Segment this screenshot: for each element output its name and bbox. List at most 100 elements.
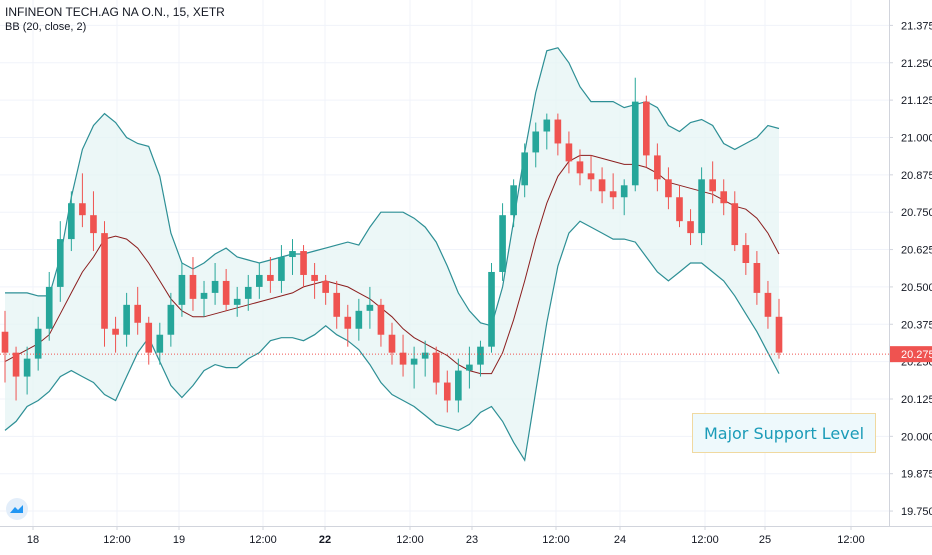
time-axis-label: 12:00 <box>396 534 424 546</box>
candle-body <box>388 334 396 353</box>
candle <box>521 143 529 198</box>
candle-body <box>421 352 429 359</box>
time-axis-label: 12:00 <box>691 534 719 546</box>
candle-body <box>543 119 551 132</box>
candle-body <box>443 382 451 401</box>
candle-body <box>344 316 352 329</box>
candle-body <box>167 304 175 335</box>
candle-body <box>587 173 595 180</box>
candle-body <box>300 251 307 275</box>
candle-body <box>488 271 495 347</box>
major-support-annotation[interactable]: Major Support Level <box>692 413 876 453</box>
candle <box>576 149 584 186</box>
candle-body <box>665 179 672 198</box>
candle <box>355 298 363 341</box>
time-axis[interactable]: 18 12:00 19 12:00 22 12:00 23 12:00 24 12:00 25 12:… <box>27 526 865 546</box>
candle <box>267 257 274 293</box>
candle <box>709 161 716 204</box>
candle <box>764 280 772 329</box>
candle-body <box>631 101 639 186</box>
candle-body <box>45 286 53 329</box>
candle-body <box>322 280 329 293</box>
candle <box>399 334 407 377</box>
candle <box>101 221 108 347</box>
candle <box>654 143 661 192</box>
candle <box>278 245 285 293</box>
candle-body <box>123 304 130 335</box>
tradingview-logo-icon[interactable] <box>6 498 28 520</box>
candle-body <box>311 274 318 281</box>
candle-body <box>112 328 119 335</box>
time-axis-label: 22 <box>319 534 331 546</box>
bollinger-basis-line <box>4 154 780 375</box>
candle-body <box>742 245 750 263</box>
candle <box>123 292 130 347</box>
candle <box>488 263 495 353</box>
candle <box>377 298 385 347</box>
price-axis-label: 20.000 <box>901 431 932 443</box>
last-price-tag-background <box>890 346 932 363</box>
time-axis-label: 19 <box>173 534 185 546</box>
candle-body <box>34 328 42 359</box>
candle-body <box>687 221 694 234</box>
candle <box>665 167 672 210</box>
candle <box>200 280 208 317</box>
candle <box>432 346 440 395</box>
candle-body <box>598 179 606 192</box>
candle-body <box>753 263 761 293</box>
candle <box>532 122 540 168</box>
candle <box>1 310 9 383</box>
candle <box>687 209 694 246</box>
candle-body <box>244 286 252 299</box>
candle <box>68 191 75 252</box>
candle <box>499 203 506 281</box>
candle <box>731 191 739 252</box>
candle-body <box>134 304 142 323</box>
time-axis-label: 25 <box>759 534 771 546</box>
candle-body <box>499 215 506 272</box>
candle-body <box>775 316 783 353</box>
candle <box>12 346 20 401</box>
candle <box>587 155 595 192</box>
candle <box>45 271 53 341</box>
candle <box>167 292 175 347</box>
candle-body <box>432 352 440 383</box>
price-axis-label: 19.750 <box>901 506 932 518</box>
candle-body <box>289 251 296 258</box>
candle <box>631 77 639 192</box>
candle <box>455 358 462 413</box>
candle-body <box>466 364 473 371</box>
candle-body <box>68 203 75 240</box>
candle <box>112 316 119 353</box>
candle-body <box>676 197 683 222</box>
candle-body <box>731 203 739 246</box>
bollinger-lower-band <box>4 220 780 462</box>
candle-body <box>189 274 197 299</box>
symbol-title[interactable]: INFINEON TECH.AG NA O.N., 15, XETR <box>5 5 225 19</box>
candle-body <box>1 331 9 353</box>
time-axis-label: 24 <box>614 534 626 546</box>
candle <box>222 268 230 311</box>
candle-body <box>576 161 584 174</box>
indicator-legend[interactable]: BB (20, close, 2) <box>5 21 87 33</box>
candle <box>388 322 396 365</box>
price-axis-label: 20.500 <box>901 282 932 294</box>
candle <box>366 286 374 329</box>
candle <box>676 185 683 228</box>
candle-body <box>609 191 617 198</box>
price-axis[interactable]: 21.375 21.250 21.125 21.000 20.875 20.750 20.6… <box>889 20 932 518</box>
candle-body <box>12 352 20 377</box>
candle-body <box>521 152 529 186</box>
time-axis-label: 12:00 <box>249 534 277 546</box>
price-axis-label: 21.250 <box>901 58 932 70</box>
annotation-text: Major Support Level <box>703 423 865 443</box>
candle-body <box>156 334 164 353</box>
candle <box>466 346 473 389</box>
candle <box>289 239 296 275</box>
time-axis-label: 18 <box>27 534 39 546</box>
candle-body <box>267 274 274 281</box>
candle <box>510 179 517 228</box>
candle-body <box>554 119 562 144</box>
